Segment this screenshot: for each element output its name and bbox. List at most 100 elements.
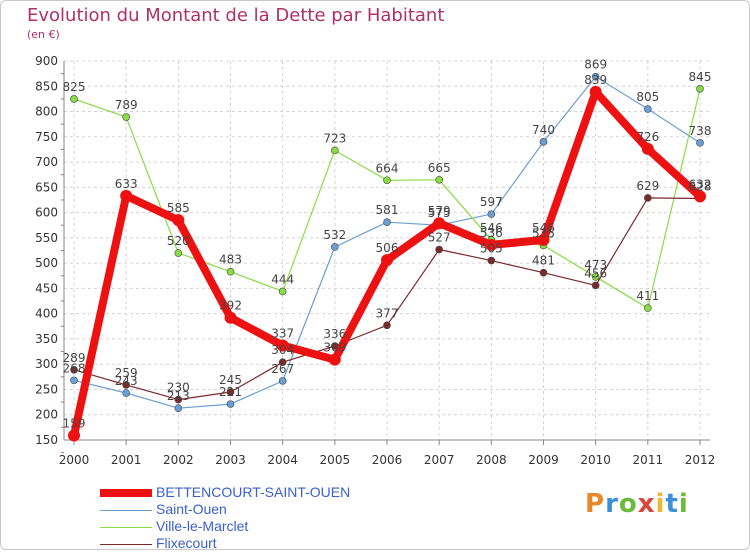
x-tick-label: 2011 <box>633 453 664 467</box>
x-tick-label: 2004 <box>267 453 298 467</box>
data-label-1: 805 <box>636 90 659 104</box>
series-point-2 <box>278 287 287 296</box>
series-point-3 <box>644 194 652 202</box>
series-point-0 <box>328 353 341 366</box>
series-point-1 <box>70 376 78 385</box>
series-point-2 <box>591 272 600 281</box>
y-tick-label: 300 <box>35 357 58 371</box>
data-label-0: 337 <box>271 327 294 341</box>
data-label-3: 628 <box>689 179 712 193</box>
y-tick-label: 750 <box>35 130 58 144</box>
series-point-3 <box>122 381 130 389</box>
series-point-2 <box>331 146 339 155</box>
data-label-0: 632 <box>689 177 712 191</box>
x-tick-label: 2008 <box>476 453 507 467</box>
series-point-0 <box>68 429 80 442</box>
series-point-0 <box>641 142 654 155</box>
y-tick-label: 400 <box>35 307 58 321</box>
y-tick-label: 800 <box>35 105 58 119</box>
series-point-3 <box>539 268 548 277</box>
series-point-2 <box>435 175 443 184</box>
series-point-0 <box>381 254 393 267</box>
data-label-1: 532 <box>323 228 346 242</box>
legend-label: Saint-Ouen <box>156 501 227 517</box>
data-label-3: 629 <box>636 179 659 193</box>
series-point-2 <box>696 84 704 93</box>
data-label-2: 546 <box>480 221 503 235</box>
x-tick-label: 2005 <box>320 453 351 467</box>
y-tick-label: 900 <box>35 54 58 68</box>
data-label-3: 377 <box>376 306 399 320</box>
series-point-1 <box>174 404 183 412</box>
y-tick-label: 250 <box>35 382 58 396</box>
series-point-3 <box>591 281 600 290</box>
legend-label: BETTENCOURT-SAINT-OUEN <box>156 484 351 500</box>
y-tick-label: 600 <box>35 206 58 220</box>
data-label-2: 664 <box>376 161 399 175</box>
series-point-3 <box>487 256 496 265</box>
series-point-3 <box>226 388 235 396</box>
data-label-2: 665 <box>428 161 451 175</box>
series-point-1 <box>383 218 391 227</box>
data-label-3: 481 <box>532 254 555 268</box>
plot-area <box>64 61 710 440</box>
data-label-3: 527 <box>428 230 451 244</box>
series-point-1 <box>278 377 287 385</box>
data-label-3: 230 <box>167 381 190 395</box>
legend-swatch <box>100 489 152 497</box>
series-point-1 <box>591 72 600 81</box>
y-tick-label: 350 <box>35 332 58 346</box>
data-label-0: 159 <box>63 416 86 430</box>
data-label-1: 581 <box>376 203 399 217</box>
series-point-1 <box>331 243 339 251</box>
chart-unit: (en €) <box>27 28 60 41</box>
x-tick-label: 2001 <box>111 453 142 467</box>
x-tick-label: 2000 <box>59 453 90 467</box>
data-label-3: 245 <box>219 373 242 387</box>
data-label-0: 309 <box>323 341 346 355</box>
data-label-1: 575 <box>428 206 451 220</box>
data-label-1: 243 <box>115 374 138 388</box>
data-label-3: 289 <box>63 351 86 365</box>
data-label-1: 268 <box>63 361 86 375</box>
series-point-3 <box>435 245 443 254</box>
series-point-0 <box>172 214 185 227</box>
data-label-2: 483 <box>219 253 242 267</box>
series-point-2 <box>226 267 235 276</box>
data-label-0: 726 <box>636 130 659 144</box>
data-label-1: 597 <box>480 195 503 209</box>
series-point-0 <box>224 311 237 324</box>
x-tick-label: 2003 <box>215 453 246 467</box>
data-label-1: 740 <box>532 123 555 137</box>
series-point-0 <box>694 190 706 203</box>
y-tick-label: 650 <box>35 180 58 194</box>
data-label-0: 633 <box>115 177 138 191</box>
data-label-1: 213 <box>167 389 190 403</box>
series-point-3 <box>383 321 391 330</box>
data-label-1: 869 <box>584 58 607 72</box>
data-label-0: 579 <box>428 204 451 218</box>
x-tick-label: 2010 <box>580 453 611 467</box>
series-point-3 <box>70 365 78 374</box>
data-label-0: 506 <box>376 241 399 255</box>
x-tick-label: 2009 <box>528 453 559 467</box>
data-label-2: 473 <box>584 258 607 272</box>
series-point-1 <box>122 389 130 397</box>
legend-swatch <box>100 543 152 545</box>
data-label-0: 585 <box>167 201 190 215</box>
data-label-0: 546 <box>532 221 555 235</box>
data-label-1: 267 <box>271 362 294 376</box>
x-tick-label: 2012 <box>685 453 716 467</box>
data-label-3: 259 <box>115 366 138 380</box>
data-label-2: 723 <box>323 131 346 145</box>
series-point-3 <box>278 358 287 366</box>
series-point-0 <box>485 238 498 251</box>
x-tick-label: 2002 <box>163 453 194 467</box>
series-point-1 <box>487 210 496 218</box>
legend-label: Ville-le-Marclet <box>156 518 249 534</box>
series-point-2 <box>122 113 130 121</box>
proxiti-logo: Proxiti <box>585 489 689 519</box>
data-label-1: 738 <box>689 124 712 138</box>
data-label-2: 825 <box>63 80 86 94</box>
